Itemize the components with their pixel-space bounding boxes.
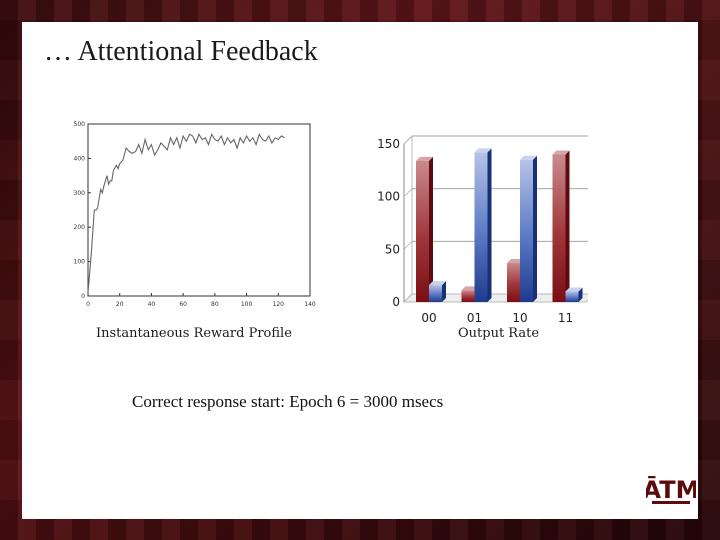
x-tick-label: 100 <box>241 301 253 308</box>
y-tick-label: 50 <box>385 242 400 256</box>
y-tick-label: 100 <box>377 190 400 204</box>
bar <box>461 290 475 302</box>
reward-series-line <box>87 132 285 293</box>
bar-top <box>552 150 570 155</box>
bar-side <box>578 287 583 302</box>
x-tick-label: 60 <box>179 301 187 308</box>
bar <box>429 285 442 302</box>
bar-side <box>565 150 570 302</box>
bar-side <box>533 155 537 302</box>
gridline-depth <box>403 135 413 145</box>
bar-side <box>429 156 433 302</box>
gridline-depth <box>403 293 413 303</box>
reward-line-chart: 0 20 40 60 80 100 120 140 0 100 200 300 400 500 <box>74 121 316 308</box>
bar-chart-caption: Output Rate <box>458 326 540 341</box>
x-tick-label: 140 <box>304 301 316 308</box>
bar <box>507 263 520 302</box>
y-tick-label: 0 <box>392 295 400 309</box>
bar-top <box>565 287 583 292</box>
y-tick-label: 400 <box>74 155 86 162</box>
x-tick-label: 120 <box>273 301 285 308</box>
bar-top <box>474 148 492 153</box>
line-chart-caption: Instantaneous Reward Profile <box>96 326 292 341</box>
slide-title: … Attentional Feedback <box>44 36 318 67</box>
x-tick-label: 11 <box>558 311 573 324</box>
gridline-depth <box>403 240 413 250</box>
bar <box>416 160 429 302</box>
y-tick-label: 100 <box>74 259 86 266</box>
slide: … Attentional Feedback 0 20 40 60 80 100 120 14… <box>22 22 698 519</box>
y-tick-label: 500 <box>74 121 86 128</box>
response-start-note: Correct response start: Epoch 6 = 3000 m… <box>132 392 444 411</box>
bar <box>520 159 533 302</box>
bar-top <box>507 259 524 264</box>
x-tick-label: 20 <box>116 301 124 308</box>
bar <box>552 154 566 302</box>
atm-logo: ĀTM <box>646 475 696 504</box>
gridline-depth <box>403 188 413 198</box>
x-tick-label: 10 <box>512 311 527 324</box>
bar <box>565 291 579 302</box>
bar <box>474 152 488 302</box>
y-tick-label: 150 <box>377 137 400 151</box>
x-tick-label: 01 <box>467 311 482 324</box>
svg-text:ĀTM: ĀTM <box>646 475 696 504</box>
x-tick-label: 40 <box>148 301 156 308</box>
x-tick-label: 00 <box>421 311 436 324</box>
bar-side <box>487 148 492 302</box>
bar-top <box>429 281 446 286</box>
y-tick-label: 300 <box>74 190 86 197</box>
output-rate-bar-chart: 0 50 100 150 00 01 10 11 <box>377 135 588 324</box>
x-tick-label: 80 <box>211 301 219 308</box>
y-tick-label: 200 <box>74 224 86 231</box>
bar-top <box>461 286 479 291</box>
line-plot-frame <box>87 123 311 297</box>
x-tick-label: 0 <box>86 301 90 308</box>
y-tick-label: 0 <box>81 293 85 300</box>
bar-top <box>416 156 433 161</box>
bar-top <box>520 155 537 160</box>
bar-side <box>442 281 446 302</box>
